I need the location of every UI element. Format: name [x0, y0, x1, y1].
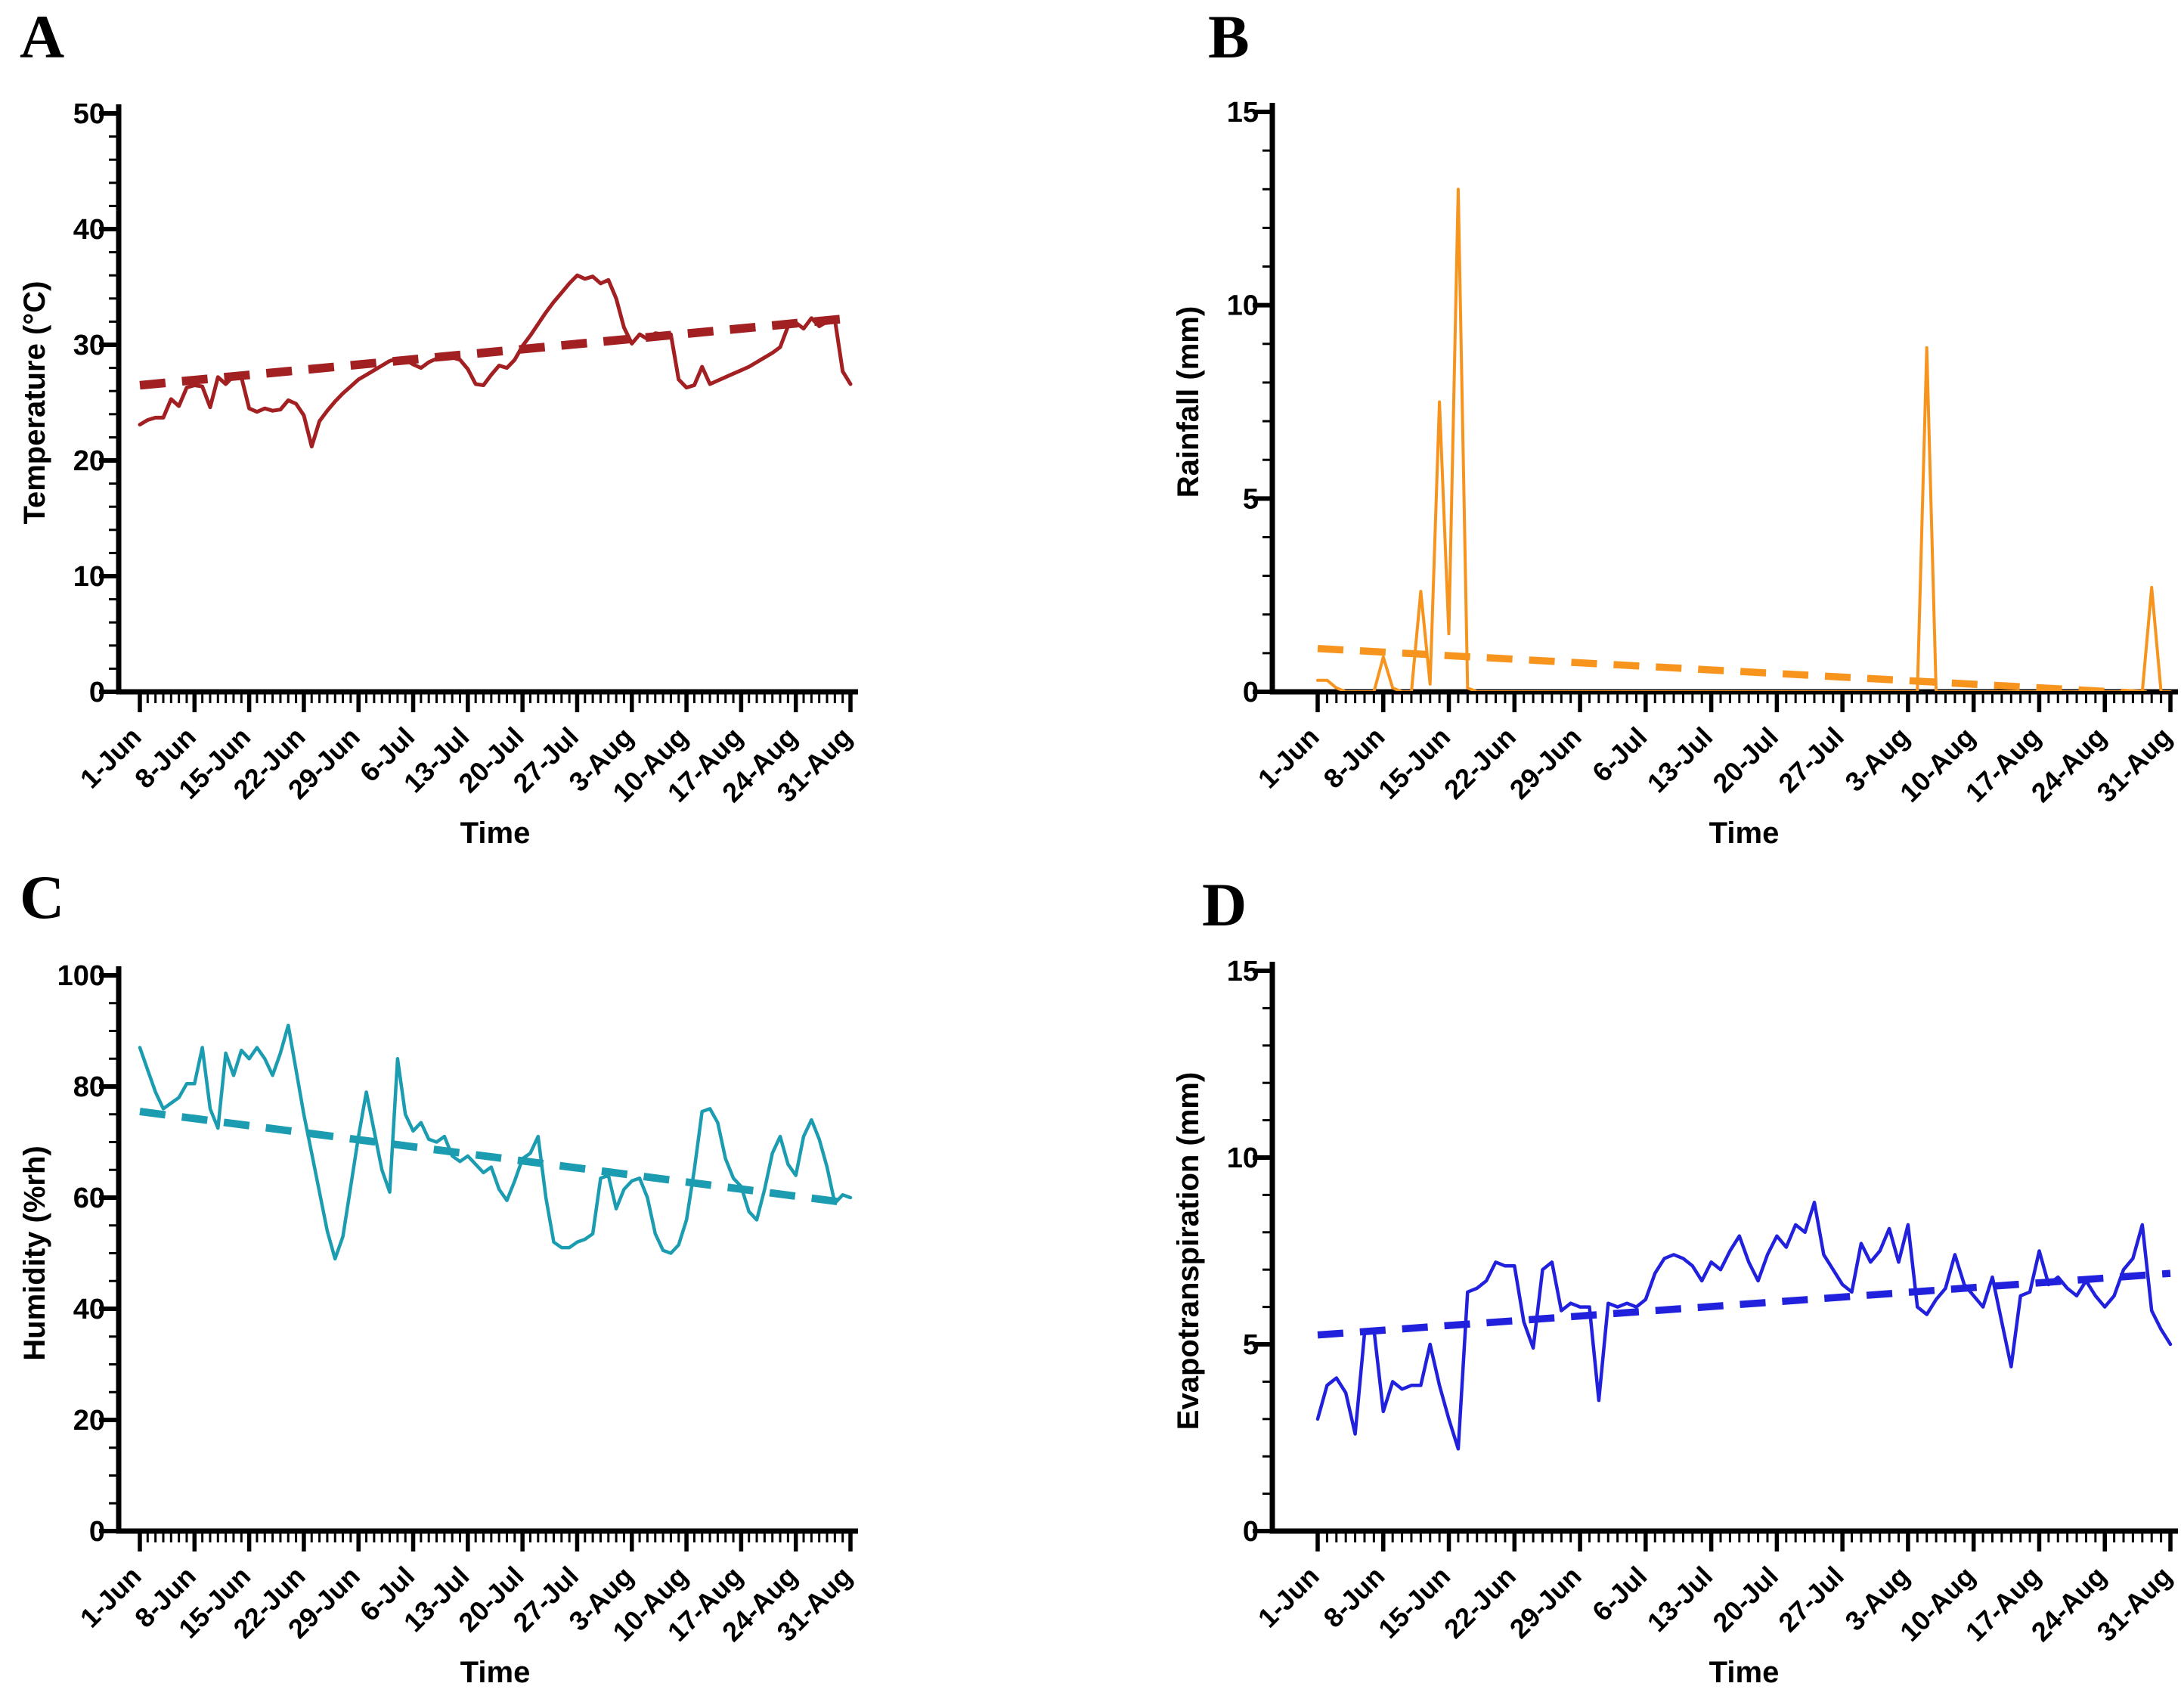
panel-c-xtick-label: 1-Jun: [74, 1561, 147, 1634]
panel-d-xtick-label: 13-Jul: [1641, 1561, 1719, 1638]
panel-d-xlabel: Time: [1709, 1656, 1780, 1689]
panel-b-series-line: [1316, 188, 2172, 691]
panel-b-xtick-label: 20-Jul: [1706, 721, 1784, 799]
temperature-chart-panel: 0 10 20 30 40 50 1-Jun 8-Jun 15-Jun 22-Jun 29-Jun 6…: [0, 0, 1090, 854]
panel-b-svg: 0510151-Jun8-Jun15-Jun22-Jun29-Jun6-Jul1…: [1172, 97, 2178, 850]
panel-d-xtick-label: 29-Jun: [1504, 1561, 1588, 1644]
panel-b-xlabel: Time: [1709, 817, 1780, 850]
panel-c-xlabel: Time: [460, 1656, 531, 1689]
panel-d-svg: 0510151-Jun8-Jun15-Jun22-Jun29-Jun6-Jul1…: [1172, 956, 2178, 1689]
panel-d-xtick-label: 22-Jun: [1438, 1561, 1522, 1644]
panel-c-ytick-label: 100: [57, 960, 105, 992]
panel-a-ylabel: Temperature (°C): [18, 281, 51, 525]
panel-d-axes: [1253, 962, 2178, 1551]
panel-letter-d: D: [1202, 870, 1247, 939]
panel-d-trend-line: [1317, 1269, 2171, 1339]
panel-d-ytick-label: 0: [1243, 1516, 1259, 1548]
panel-d-ytick-label: 15: [1227, 956, 1259, 987]
panel-c-ytick-label: 20: [73, 1405, 105, 1437]
panel-a-ytick-label: 50: [73, 98, 105, 130]
panel-b-xtick-label: 22-Jun: [1438, 721, 1522, 805]
panel-a-axes: [99, 104, 858, 712]
panel-b-xtick-label: 31-Aug: [2090, 721, 2177, 808]
panel-a-ytick-label: 40: [73, 214, 105, 246]
panel-c-axes: [99, 966, 858, 1551]
panel-b-ylabel: Rainfall (mm): [1172, 306, 1205, 498]
panel-a-ytick-label: 30: [73, 330, 105, 361]
panel-a-ytick-label: 20: [73, 445, 105, 477]
panel-letter-a: A: [20, 2, 65, 71]
panel-c-ytick-label: 40: [73, 1294, 105, 1325]
panel-d-ylabel: Evapotranspiration (mm): [1172, 1072, 1205, 1430]
panel-c-ytick-label: 0: [89, 1516, 105, 1548]
panel-d-xtick-label: 27-Jul: [1772, 1561, 1850, 1638]
panel-b-ytick-label: 15: [1227, 97, 1259, 129]
panel-d-labels: 0510151-Jun8-Jun15-Jun22-Jun29-Jun6-Jul1…: [1172, 956, 2178, 1689]
panel-d-xtick-label: 1-Jun: [1252, 1561, 1325, 1634]
panel-b-xtick-label: 1-Jun: [1252, 721, 1325, 795]
panel-d-xtick-label: 20-Jul: [1706, 1561, 1784, 1638]
panel-d-ytick-label: 5: [1243, 1329, 1259, 1361]
panel-c-series-line: [138, 1023, 853, 1261]
panel-b-xtick-label: 13-Jul: [1641, 721, 1719, 799]
panel-b-trend-line: [1317, 644, 2166, 691]
panel-d-ytick-label: 10: [1227, 1142, 1259, 1174]
panel-c-ytick-label: 60: [73, 1183, 105, 1214]
panel-a-series-line: [138, 273, 853, 449]
panel-b-axes: [1253, 103, 2178, 712]
panel-c-ytick-label: 80: [73, 1071, 105, 1103]
panel-letter-b: B: [1208, 2, 1250, 71]
panel-a-labels: 010203040501-Jun8-Jun15-Jun22-Jun29-Jun6…: [18, 98, 858, 850]
panel-a-ytick-label: 0: [89, 677, 105, 708]
panel-c-trend-line: [139, 1108, 851, 1207]
humidity-chart-panel: 0 20 40 60 80 100 1-Jun 8-Jun 15-Jun 22-Jun 29-Jun…: [0, 854, 1090, 1708]
panel-b-xtick-label: 15-Jun: [1372, 721, 1456, 805]
panel-a-ytick-label: 10: [73, 561, 105, 593]
panel-a-xlabel: Time: [460, 817, 531, 850]
panel-a-trend-line: [139, 314, 851, 390]
panel-d-xtick-label: 31-Aug: [2090, 1561, 2177, 1648]
panel-c-labels: 0204060801001-Jun8-Jun15-Jun22-Jun29-Jun…: [18, 960, 858, 1689]
panel-c-ylabel: Humidity (%rh): [18, 1145, 51, 1360]
panel-a-xtick-label: 1-Jun: [74, 721, 147, 795]
panel-c-svg: 0204060801001-Jun8-Jun15-Jun22-Jun29-Jun…: [18, 960, 858, 1689]
panel-b-ytick-label: 5: [1243, 483, 1259, 515]
panel-b-ytick-label: 0: [1243, 677, 1259, 708]
panel-letter-c: C: [20, 863, 65, 931]
panel-b-ytick-label: 10: [1227, 290, 1259, 322]
panel-b-xtick-label: 29-Jun: [1504, 721, 1588, 805]
evapotranspiration-chart-panel: 0 5 10 15 1-Jun 8-Jun 15-Jun 22-Jun 29-Jun 6-Jul 1…: [1091, 854, 2181, 1708]
panel-d-series-line: [1315, 1201, 2173, 1451]
panel-d-xtick-label: 15-Jun: [1372, 1561, 1456, 1644]
rainfall-chart-panel: 0 5 10 15 1-Jun 8-Jun 15-Jun 22-Jun 29-Jun 6-Jul 1…: [1091, 0, 2181, 854]
panel-a-svg: 010203040501-Jun8-Jun15-Jun22-Jun29-Jun6…: [18, 98, 858, 850]
panel-b-labels: 0510151-Jun8-Jun15-Jun22-Jun29-Jun6-Jul1…: [1172, 97, 2178, 850]
panel-b-xtick-label: 27-Jul: [1772, 721, 1850, 799]
